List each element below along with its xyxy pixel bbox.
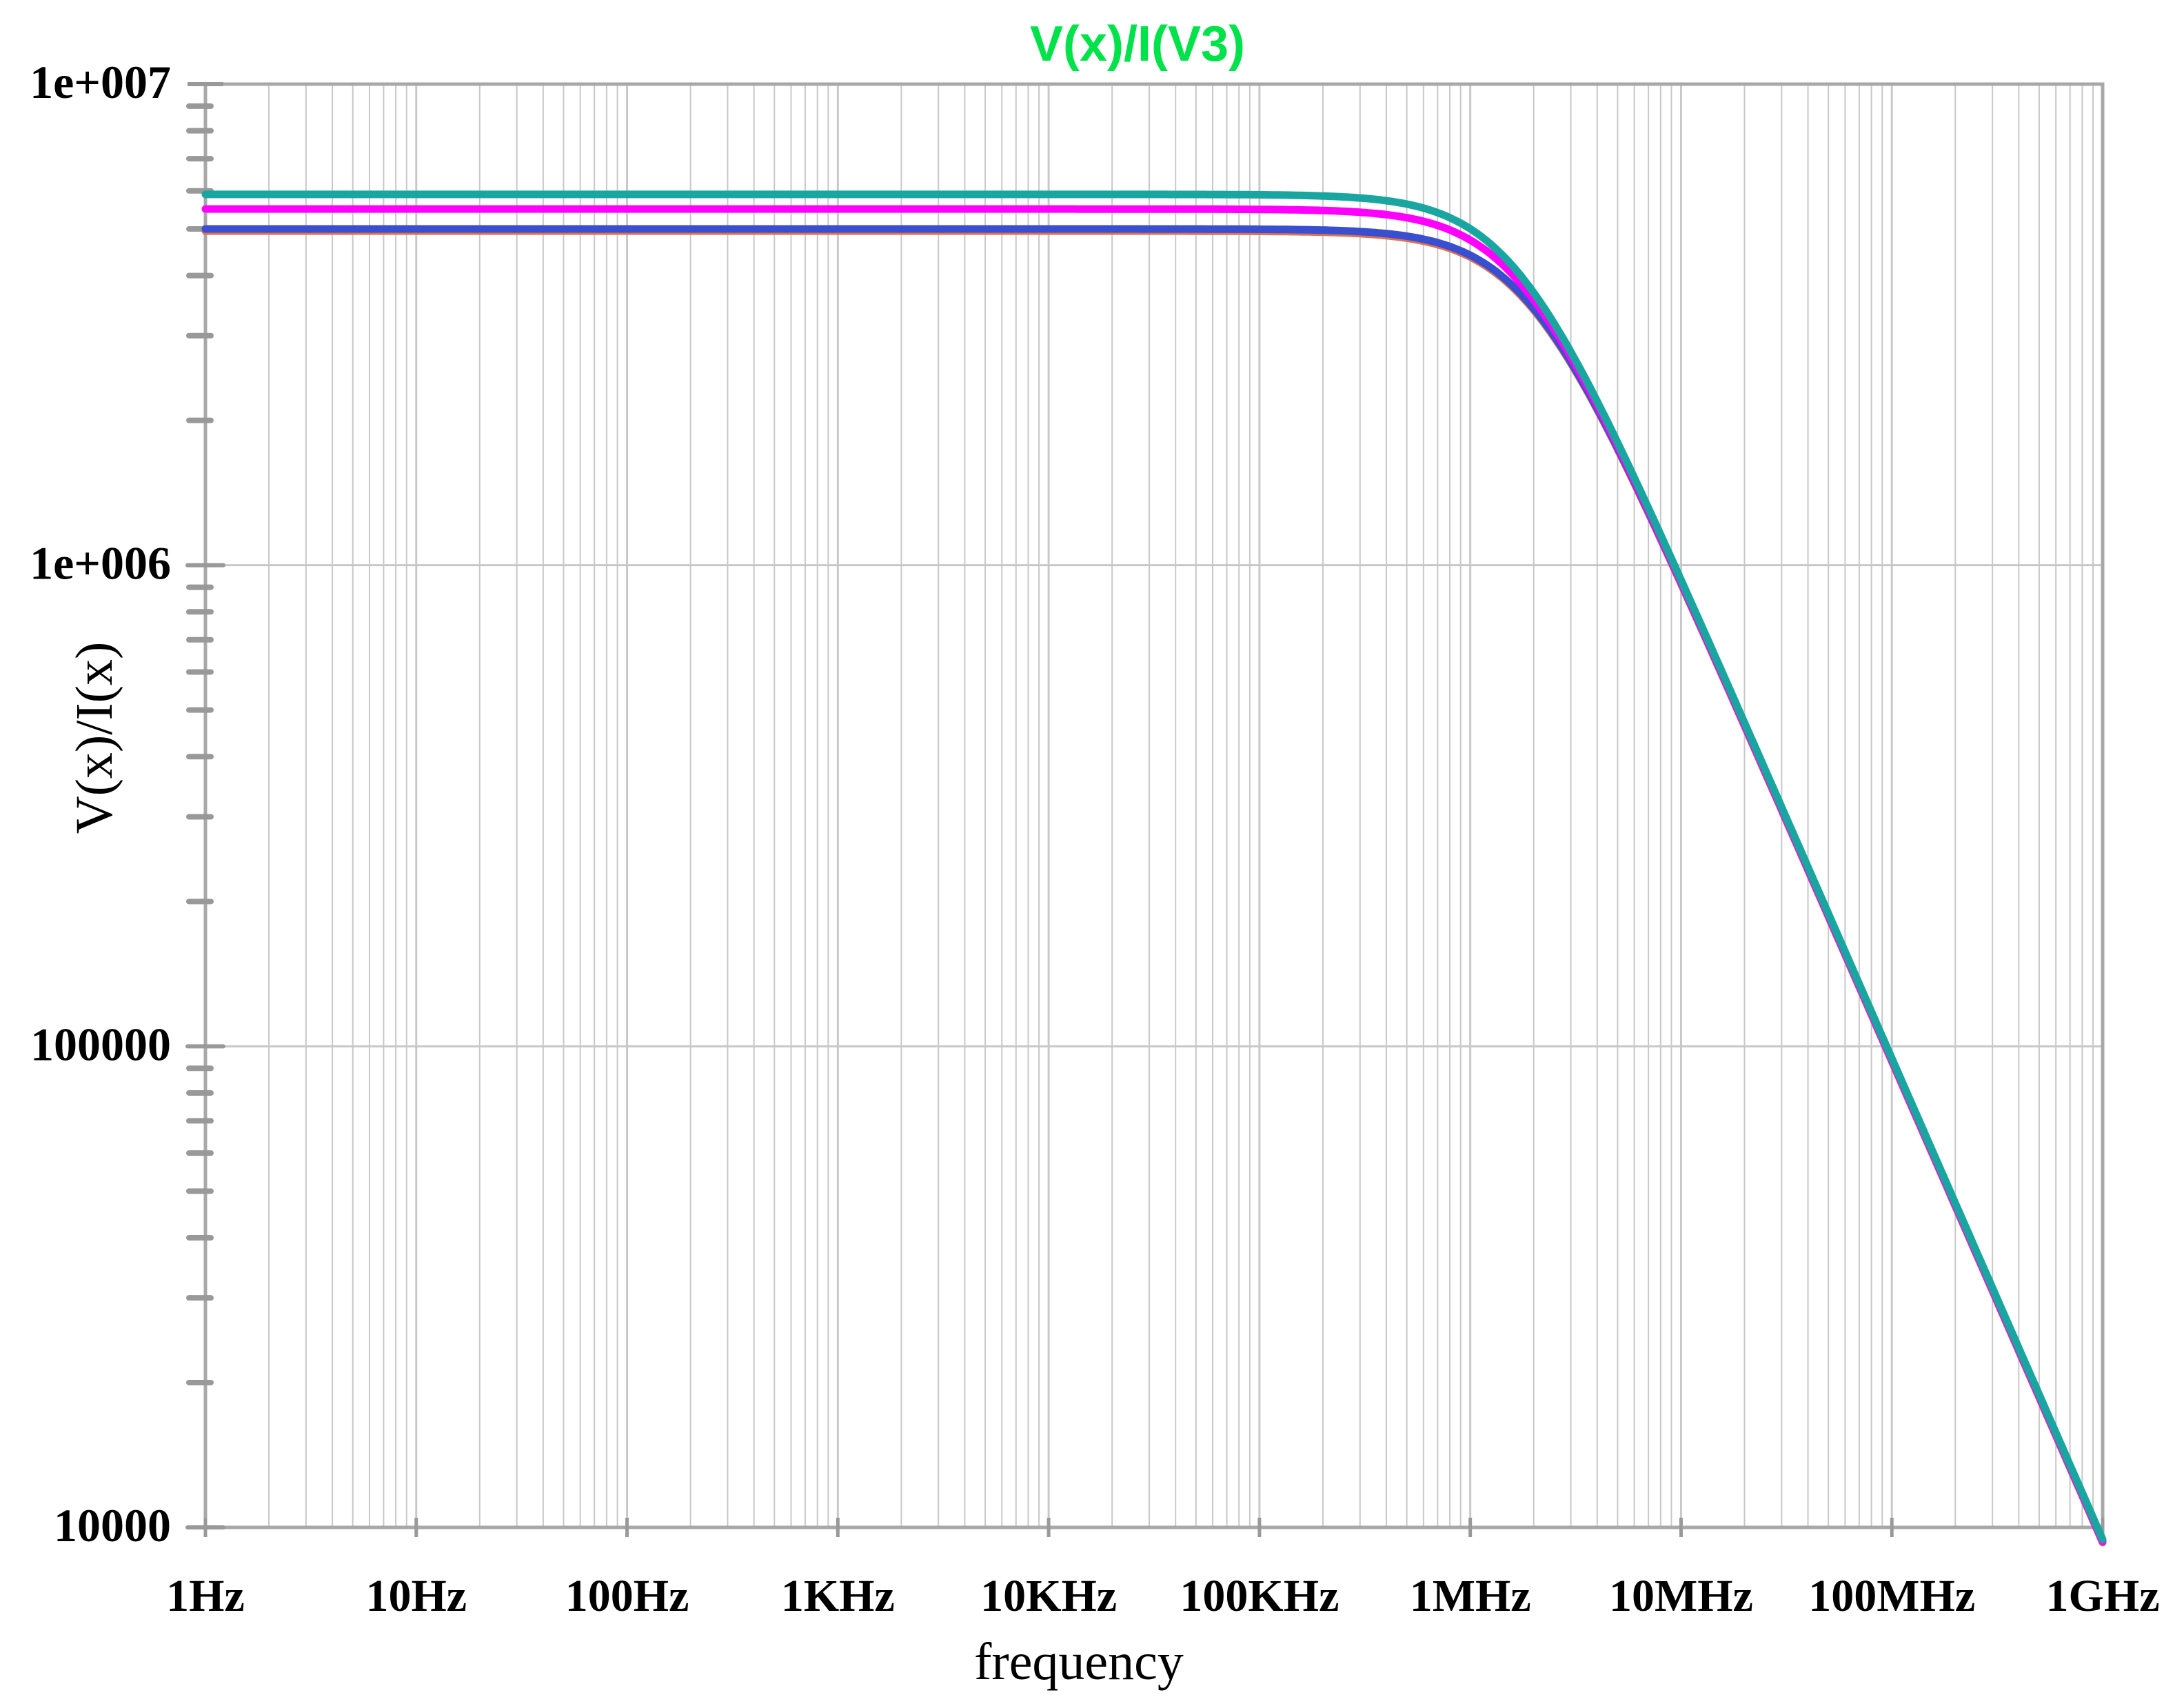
- plot-frame: [185, 82, 2105, 1537]
- y-tick-label: 1e+007: [30, 56, 171, 108]
- x-tick-label: 1Hz: [166, 1571, 245, 1621]
- y-axis-ticks: 10000 100000 1e+006 1e+007: [30, 56, 171, 1552]
- x-tick-label: 1GHz: [2046, 1571, 2160, 1621]
- series-group: [201, 190, 2107, 1547]
- x-tick-label: 100MHz: [1808, 1571, 1975, 1621]
- x-tick-label: 1MHz: [1410, 1571, 1531, 1621]
- grid: [205, 84, 2103, 1527]
- plot-border: [203, 82, 2105, 1529]
- x-tick-label: 10KHz: [980, 1571, 1117, 1621]
- x-tick-label: 10MHz: [1609, 1571, 1753, 1621]
- series-line-trace-1: [201, 190, 2107, 1543]
- series-line-trace-2: [201, 205, 2107, 1545]
- x-tick-label: 100Hz: [565, 1571, 689, 1621]
- y-tick-label: 100000: [30, 1018, 171, 1070]
- x-tick-label: 100KHz: [1180, 1571, 1339, 1621]
- x-tick-label: 10Hz: [365, 1571, 467, 1621]
- y-tick-label: 10000: [54, 1499, 171, 1552]
- x-tick-label: 1KHz: [781, 1571, 895, 1621]
- chart-title: V(x)/I(V3): [1030, 17, 1245, 72]
- x-axis-ticks: 1Hz 10Hz 100Hz 1KHz 10KHz 100KHz 1MHz 10MHz 100M…: [166, 1571, 2159, 1621]
- x-axis-label: frequency: [974, 1633, 1184, 1691]
- y-axis-label: V(x)/I(x): [65, 642, 123, 834]
- y-tick-label: 1e+006: [30, 537, 171, 590]
